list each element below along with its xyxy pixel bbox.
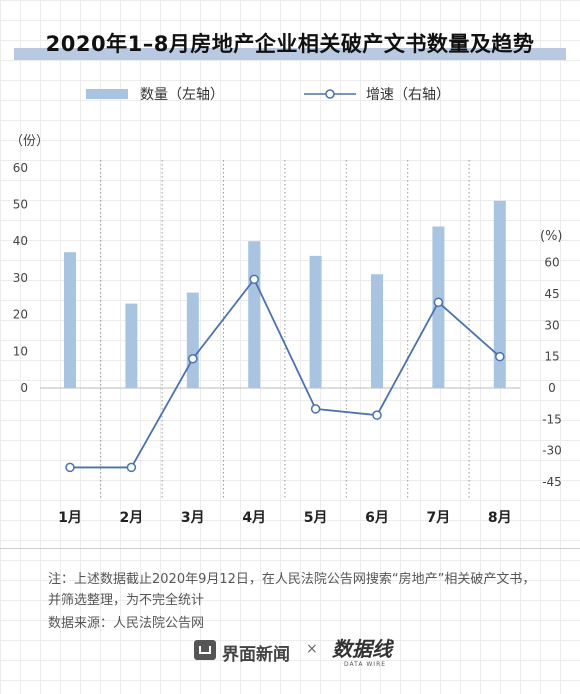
right-axis-tick-label: -30 [542, 444, 562, 458]
bar-7月 [432, 226, 445, 388]
x-axis-label: 2月 [120, 510, 144, 526]
right-axis-tick-label: -45 [542, 475, 562, 489]
combo-chart: （份） (%) 0 10 20 30 40 50 60 -45 -30 -15 0 15 30 45 60 1… [10, 134, 563, 526]
right-axis-unit: (%) [540, 229, 563, 244]
left-axis-tick-label: 50 [13, 198, 28, 212]
growth-point-5月 [310, 404, 321, 414]
right-axis-tick-label: 15 [544, 350, 559, 364]
right-axis-tick-label: 0 [548, 381, 556, 395]
bar-5月 [309, 255, 322, 388]
growth-point-7月 [433, 297, 444, 308]
growth-point-2月 [126, 462, 137, 473]
chart-legend: 数量（左轴） 增速（右轴） [0, 84, 580, 104]
bar-1月 [64, 252, 76, 388]
legend-bar-label: 数量（左轴） [140, 87, 224, 103]
left-axis-tick-label: 10 [13, 344, 28, 358]
x-axis-label: 1月 [58, 510, 82, 526]
legend-item-line: 增速（右轴） [304, 84, 450, 104]
bar-4月 [248, 241, 261, 388]
title-underline-bar [14, 48, 566, 60]
chart-title: 2020年1–8月房地产企业相关破产文书数量及趋势 [45, 32, 535, 56]
x-axis-label: 5月 [304, 510, 328, 526]
x-axis-label: 3月 [181, 510, 205, 526]
left-axis-tick-label: 60 [13, 161, 28, 175]
right-axis-tick-label: -15 [542, 412, 562, 426]
bar-6月 [371, 274, 383, 388]
left-axis-tick-label: 0 [20, 381, 28, 395]
left-axis-tick-label: 40 [13, 234, 28, 248]
growth-point-8月 [495, 351, 505, 362]
brand-name: 界面新闻 [222, 645, 290, 665]
x-axis-label: 6月 [365, 510, 389, 526]
right-axis-tick-label: 45 [544, 287, 559, 301]
bar-8月 [493, 200, 506, 388]
growth-line [70, 277, 501, 469]
left-axis-tick-label: 20 [13, 308, 28, 322]
legend-line-swatch [304, 89, 356, 99]
svg-text:DATA WIRE: DATA WIRE [344, 661, 386, 668]
legend-bar-swatch [86, 89, 128, 99]
footer-brand-row: 界面新闻 × 数据线 DATA WIRE [0, 636, 580, 668]
right-axis-tick-label: 30 [544, 318, 559, 332]
legend-item-bars: 数量（左轴） [86, 84, 224, 104]
growth-point-6月 [372, 410, 382, 420]
bar-2月 [125, 303, 138, 388]
footnote: 注：上述数据截止2020年9月12日，在人民法院公告网搜索“房地产”相关破产文书… [48, 572, 536, 608]
x-axis-label: 4月 [242, 510, 266, 526]
brand-separator: × [306, 641, 318, 657]
growth-point-3月 [188, 353, 198, 364]
left-axis-unit: （份） [10, 134, 49, 149]
right-axis-tick-label: 60 [544, 256, 559, 270]
footer-divider [0, 548, 580, 549]
title-block: 2020年1–8月房地产企业相关破产文书数量及趋势 [14, 28, 566, 60]
bar-3月 [186, 292, 199, 388]
datawire-logo: 数据线 DATA WIRE [332, 637, 395, 668]
svg-text:数据线: 数据线 [332, 637, 395, 661]
x-axis-label: 8月 [488, 510, 512, 526]
data-source: 数据来源：人民法院公告网 [48, 616, 205, 631]
x-axis-label: 7月 [427, 510, 451, 526]
growth-point-1月 [65, 462, 75, 473]
jiemian-logo-icon [194, 640, 216, 660]
legend-line-label: 增速（右轴） [366, 87, 450, 103]
left-axis-tick-label: 30 [13, 271, 28, 285]
growth-point-4月 [249, 274, 259, 285]
